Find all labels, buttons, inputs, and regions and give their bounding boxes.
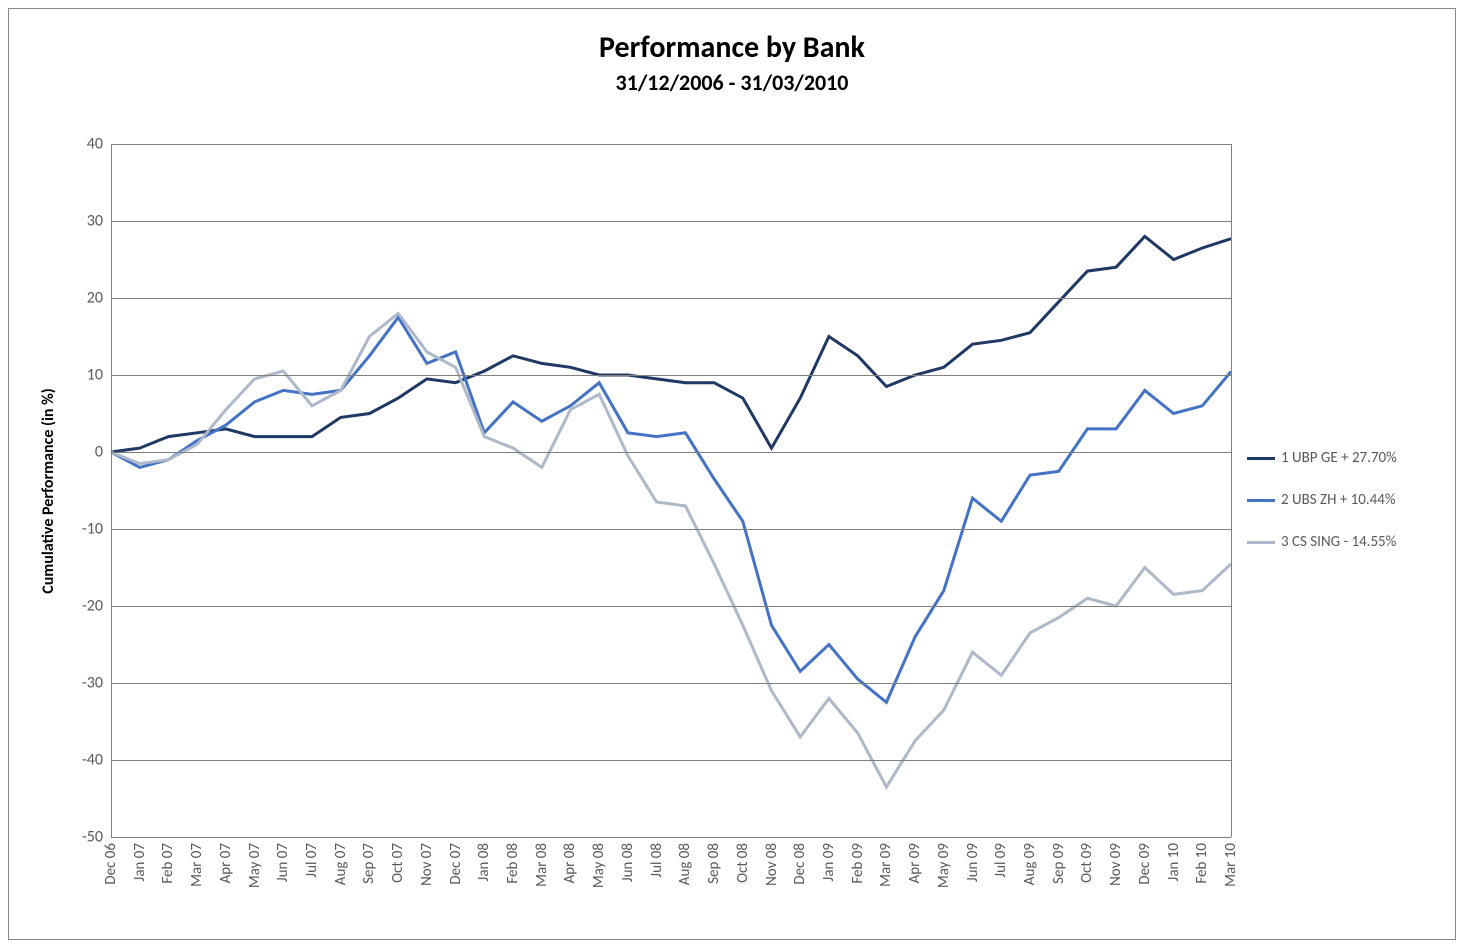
- y-tick-label: -20: [53, 597, 103, 616]
- y-tick-label: 20: [53, 289, 103, 308]
- x-tick-label: Apr 08: [561, 843, 579, 883]
- y-tick-label: -30: [53, 674, 103, 693]
- chart-title: Performance by Bank: [9, 29, 1455, 66]
- x-tick-label: Mar 07: [188, 843, 206, 887]
- legend: 1 UBP GE + 27.70% 2 UBS ZH + 10.44% 3 CS S…: [1247, 449, 1397, 575]
- x-tick-label: Mar 09: [877, 843, 895, 887]
- y-tick-label: 40: [53, 135, 103, 154]
- x-tick-label: Dec 07: [447, 843, 465, 885]
- x-tick-label: Feb 07: [159, 843, 177, 884]
- legend-label: 2 UBS ZH + 10.44%: [1281, 491, 1396, 509]
- x-tick-label: Feb 10: [1193, 843, 1211, 884]
- x-tick-label: Mar 10: [1222, 843, 1240, 887]
- x-tick-label: Feb 09: [849, 843, 867, 884]
- x-tick-label: Jun 07: [274, 843, 292, 882]
- x-tick-label: Dec 06: [102, 843, 120, 885]
- axis-border: [111, 144, 112, 837]
- x-tick-label: Sep 08: [705, 843, 723, 884]
- gridline: [111, 375, 1231, 376]
- chart-subtitle: 31/12/2006 - 31/03/2010: [9, 69, 1455, 96]
- legend-swatch: [1247, 541, 1275, 544]
- gridline: [111, 452, 1231, 453]
- legend-item-ubp_ge: 1 UBP GE + 27.70%: [1247, 449, 1397, 467]
- x-tick-label: Dec 09: [1136, 843, 1154, 885]
- gridline: [111, 760, 1231, 761]
- x-tick-label: Aug 07: [332, 843, 350, 885]
- y-tick-label: -40: [53, 751, 103, 770]
- x-tick-label: Jan 09: [820, 843, 838, 881]
- legend-swatch: [1247, 457, 1275, 460]
- x-tick-label: Mar 08: [533, 843, 551, 887]
- axis-border: [111, 837, 1231, 838]
- gridline: [111, 683, 1231, 684]
- x-tick-label: Aug 09: [1021, 843, 1039, 885]
- chart-frame: Performance by Bank 31/12/2006 - 31/03/2…: [8, 8, 1456, 940]
- x-tick-label: Aug 08: [676, 843, 694, 885]
- x-tick-label: Jul 07: [303, 843, 321, 878]
- series-ubp_ge: [111, 236, 1231, 452]
- x-tick-label: May 08: [590, 843, 608, 888]
- legend-item-ubs_zh: 2 UBS ZH + 10.44%: [1247, 491, 1397, 509]
- x-tick-label: Sep 09: [1050, 843, 1068, 884]
- x-tick-label: Jan 10: [1165, 843, 1183, 881]
- y-tick-label: 10: [53, 366, 103, 385]
- x-tick-label: Oct 09: [1078, 843, 1096, 883]
- axis-border: [1231, 144, 1232, 837]
- line-series-svg: [111, 144, 1231, 837]
- x-tick-label: Jul 08: [648, 843, 666, 878]
- gridline: [111, 606, 1231, 607]
- legend-label: 1 UBP GE + 27.70%: [1281, 449, 1397, 467]
- x-tick-label: Apr 09: [906, 843, 924, 883]
- x-tick-label: Nov 08: [763, 843, 781, 886]
- y-tick-label: 0: [53, 443, 103, 462]
- gridline: [111, 298, 1231, 299]
- x-tick-label: Nov 09: [1107, 843, 1125, 886]
- x-tick-label: May 07: [246, 843, 264, 888]
- x-tick-label: Jun 09: [964, 843, 982, 882]
- y-tick-label: -50: [53, 828, 103, 847]
- x-tick-label: Jan 07: [131, 843, 149, 881]
- series-cs_sing: [111, 313, 1231, 787]
- x-tick-label: May 09: [935, 843, 953, 888]
- legend-label: 3 CS SING - 14.55%: [1281, 533, 1396, 551]
- x-tick-label: Jul 09: [992, 843, 1010, 878]
- gridline: [111, 144, 1231, 145]
- y-tick-label: 30: [53, 212, 103, 231]
- x-tick-label: Oct 07: [389, 843, 407, 883]
- gridline: [111, 529, 1231, 530]
- y-tick-label: -10: [53, 520, 103, 539]
- x-tick-label: Oct 08: [734, 843, 752, 883]
- legend-swatch: [1247, 499, 1275, 502]
- x-tick-label: Feb 08: [504, 843, 522, 884]
- gridline: [111, 221, 1231, 222]
- x-tick-label: Jan 08: [475, 843, 493, 881]
- x-tick-label: Jun 08: [619, 843, 637, 882]
- x-tick-label: Nov 07: [418, 843, 436, 886]
- legend-item-cs_sing: 3 CS SING - 14.55%: [1247, 533, 1397, 551]
- y-axis-label: Cumulative Performance (in %): [39, 388, 58, 594]
- plot-area: [111, 144, 1231, 837]
- x-tick-label: Apr 07: [217, 843, 235, 883]
- x-tick-label: Dec 08: [791, 843, 809, 885]
- x-tick-label: Sep 07: [360, 843, 378, 884]
